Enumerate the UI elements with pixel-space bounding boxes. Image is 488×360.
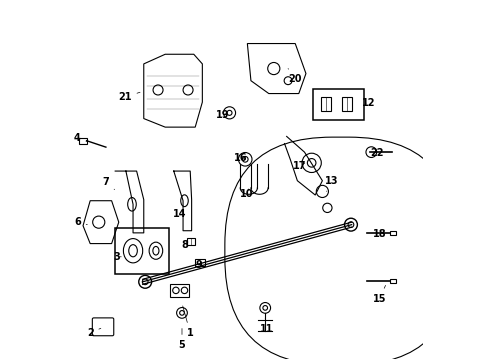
Text: 4: 4 bbox=[74, 133, 86, 143]
Text: 7: 7 bbox=[102, 177, 114, 190]
Text: 6: 6 bbox=[74, 217, 87, 227]
Text: 20: 20 bbox=[287, 68, 302, 84]
Text: 22: 22 bbox=[370, 148, 384, 158]
Text: 8: 8 bbox=[181, 240, 187, 250]
Bar bbox=[389, 279, 395, 283]
Bar bbox=[115, 228, 169, 274]
Bar bbox=[389, 231, 395, 235]
Text: 17: 17 bbox=[292, 161, 306, 171]
Text: 3: 3 bbox=[113, 252, 121, 262]
Text: 19: 19 bbox=[215, 110, 229, 120]
Text: 18: 18 bbox=[372, 229, 386, 239]
Text: 1: 1 bbox=[183, 306, 193, 338]
Text: 16: 16 bbox=[233, 153, 246, 163]
Bar bbox=[342, 97, 352, 111]
Bar bbox=[195, 258, 205, 266]
Text: 10: 10 bbox=[239, 189, 252, 199]
Bar bbox=[320, 97, 330, 111]
Bar bbox=[186, 238, 195, 245]
Bar bbox=[312, 89, 363, 120]
Bar bbox=[170, 284, 189, 297]
Text: 12: 12 bbox=[361, 98, 375, 108]
Text: 21: 21 bbox=[118, 92, 140, 102]
Text: 15: 15 bbox=[372, 285, 386, 303]
Text: 11: 11 bbox=[259, 319, 273, 334]
Text: 9: 9 bbox=[195, 260, 202, 270]
Text: 13: 13 bbox=[325, 176, 338, 192]
Text: 5: 5 bbox=[178, 329, 185, 350]
Bar bbox=[80, 138, 86, 144]
Text: 14: 14 bbox=[172, 209, 186, 219]
Text: 2: 2 bbox=[87, 328, 101, 338]
